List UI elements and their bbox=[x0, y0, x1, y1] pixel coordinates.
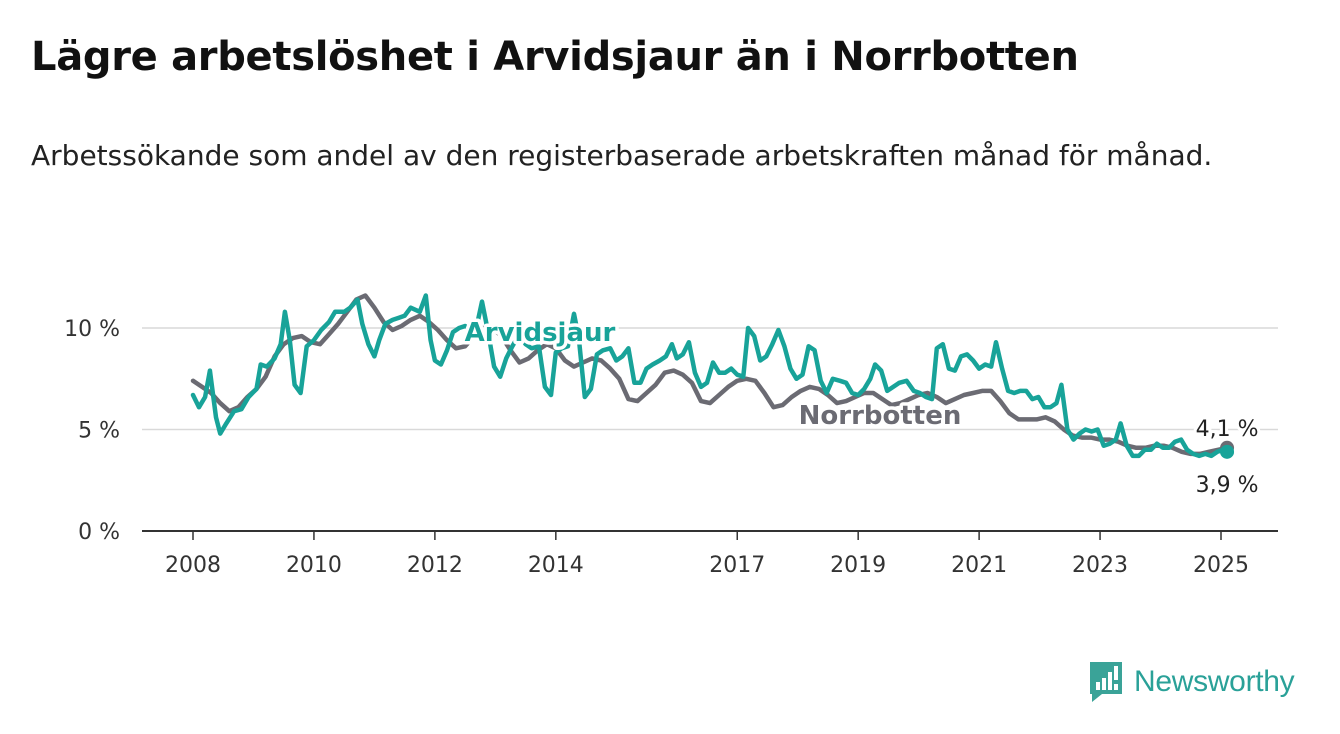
series-line-norrbotten bbox=[190, 293, 1230, 457]
series-labels: Norrbotten 4,1 % Arvidsjaur 3,9 % bbox=[461, 315, 1261, 501]
brand-name: Newsworthy bbox=[1134, 665, 1295, 698]
end-value-label-norrbotten: 4,1 % bbox=[1196, 417, 1259, 442]
x-tick-label: 2023 bbox=[1072, 553, 1128, 578]
x-axis-ticks: 2008 2010 2012 2014 2017 2019 2021 2023 2025 bbox=[165, 531, 1249, 578]
y-tick-label: 10 % bbox=[64, 317, 120, 342]
x-tick-label: 2008 bbox=[165, 553, 221, 578]
newsworthy-logo: Newsworthy bbox=[1088, 660, 1295, 704]
bar-chart-icon bbox=[1090, 662, 1122, 702]
x-tick-label: 2021 bbox=[951, 553, 1007, 578]
series-label-arvidsjaur: Arvidsjaur bbox=[465, 318, 616, 348]
line-chart: 0 %5 %10 % 2008 2010 2012 2014 2017 2019 2021 2… bbox=[64, 293, 1278, 578]
series-lines bbox=[190, 293, 1235, 459]
series-end-dot-arvidsjaur bbox=[1220, 444, 1235, 459]
y-tick-label: 0 % bbox=[78, 520, 120, 545]
x-tick-label: 2012 bbox=[407, 553, 463, 578]
chart-subtitle: Arbetssökande som andel av den registerb… bbox=[31, 139, 1213, 172]
x-tick-label: 2010 bbox=[286, 553, 342, 578]
x-tick-label: 2014 bbox=[528, 553, 584, 578]
series-label-norrbotten: Norrbotten bbox=[799, 401, 962, 431]
x-tick-label: 2017 bbox=[709, 553, 765, 578]
end-value-label-arvidsjaur: 3,9 % bbox=[1196, 473, 1259, 498]
x-tick-label: 2025 bbox=[1193, 553, 1249, 578]
series-line-arvidsjaur bbox=[190, 293, 1230, 459]
chart-title: Lägre arbetslöshet i Arvidsjaur än i Nor… bbox=[31, 34, 1079, 80]
x-tick-label: 2019 bbox=[830, 553, 886, 578]
y-tick-label: 5 % bbox=[78, 419, 120, 444]
y-axis-ticks: 0 % 5 % 10 % bbox=[64, 317, 120, 545]
